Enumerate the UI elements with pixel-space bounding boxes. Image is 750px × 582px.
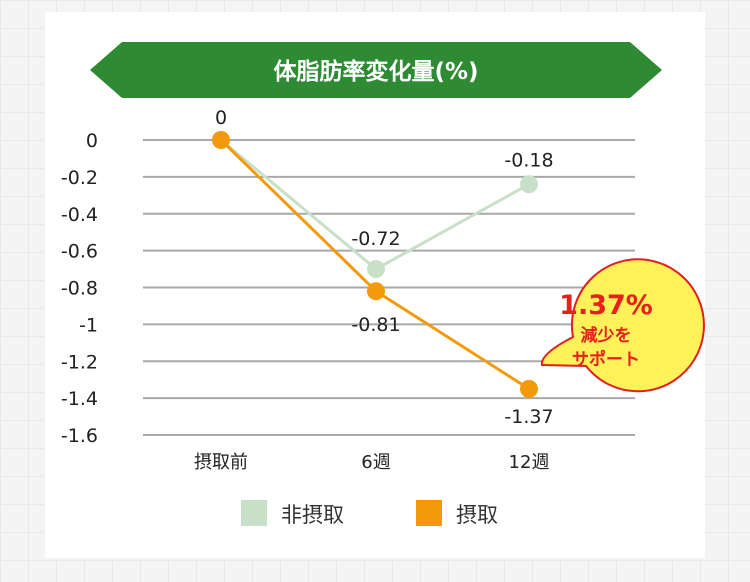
chart-card: 体脂肪率変化量(%) 0 -0.2 -0.4 -0.6 -0.8 -1 -1.2 -1.4 -1… xyxy=(45,12,705,558)
data-point xyxy=(212,131,230,149)
callout-shape xyxy=(540,258,705,393)
legend-label-non-intake: 非摂取 xyxy=(281,503,344,527)
chart-svg: 体脂肪率変化量(%) 0 -0.2 -0.4 -0.6 -0.8 -1 -1.2 -1.4 -1… xyxy=(61,42,705,527)
callout-line1: 減少を xyxy=(581,325,632,346)
legend-swatch-non-intake xyxy=(241,500,267,526)
legend-swatch-intake xyxy=(416,500,442,526)
x-tick-label: 6週 xyxy=(361,452,390,473)
callout-line2: サポート xyxy=(572,349,640,370)
data-label: -0.18 xyxy=(504,149,553,171)
data-point xyxy=(367,282,385,301)
y-axis-ticks: 0 -0.2 -0.4 -0.6 -0.8 -1 -1.2 -1.4 -1.6 xyxy=(61,130,98,447)
series-layer xyxy=(212,131,538,398)
y-tick-label: -1.6 xyxy=(61,425,98,447)
y-tick-label: -0.2 xyxy=(61,167,98,189)
callout-bubble: 1.37% 減少を サポート xyxy=(540,258,705,393)
callout-value: 1.37% xyxy=(559,290,653,321)
x-tick-label: 12週 xyxy=(509,452,550,473)
y-tick-label: -1.4 xyxy=(61,388,98,410)
x-tick-label: 摂取前 xyxy=(194,452,248,473)
x-axis-ticks: 摂取前 6週 12週 xyxy=(194,452,549,473)
data-label: -0.72 xyxy=(351,228,400,250)
data-point xyxy=(520,379,538,398)
chart-title: 体脂肪率変化量(%) xyxy=(273,58,478,85)
y-tick-label: 0 xyxy=(86,130,98,152)
y-tick-label: -0.4 xyxy=(61,204,98,226)
data-point xyxy=(520,175,538,194)
legend: 非摂取 摂取 xyxy=(241,500,498,527)
y-tick-label: -1 xyxy=(79,314,98,336)
gridlines xyxy=(143,139,635,436)
data-point xyxy=(367,260,385,279)
data-label: -0.81 xyxy=(351,314,400,336)
y-tick-label: -0.6 xyxy=(61,241,98,263)
y-tick-label: -1.2 xyxy=(61,351,98,373)
title-banner xyxy=(90,42,662,98)
y-tick-label: -0.8 xyxy=(61,278,98,300)
legend-label-intake: 摂取 xyxy=(456,503,498,527)
data-labels: -0.72 -0.18 0 -0.81 -1.37 xyxy=(215,107,554,428)
data-label: -1.37 xyxy=(504,406,553,428)
data-label: 0 xyxy=(215,107,227,129)
